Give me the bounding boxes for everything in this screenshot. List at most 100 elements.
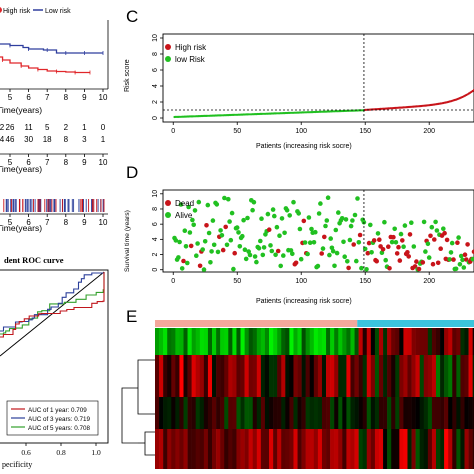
roc-xlabel: pecificity <box>2 460 32 469</box>
heatmap-cell <box>338 328 343 355</box>
heatmap-cell <box>163 429 168 469</box>
dead-point <box>232 250 237 256</box>
heatmap-cell <box>395 397 400 429</box>
tick-label: 6 <box>26 218 31 227</box>
alive-point <box>448 250 454 255</box>
heatmap-cell <box>358 328 363 355</box>
heatmap-cell <box>468 397 473 429</box>
alive-point <box>343 217 349 222</box>
heatmap-cell <box>374 355 380 397</box>
risk-score-xlabel: Patients (increasing risk socre) <box>256 143 352 150</box>
heatmap-cell <box>264 397 270 429</box>
heatmap-cell <box>313 429 319 469</box>
heatmap-cell <box>342 397 347 429</box>
heatmap-cell <box>207 397 213 429</box>
heatmap-cell <box>444 397 449 429</box>
heatmap-cell <box>350 355 355 397</box>
survival-xlabel: Patients (increasing risk socre) <box>256 298 352 305</box>
tick-label: 7 <box>45 218 50 227</box>
dead-point <box>346 265 351 271</box>
heatmap-cell <box>435 397 441 429</box>
dead-point <box>407 232 413 237</box>
heatmap-cell <box>244 355 249 397</box>
dead-point <box>275 248 281 254</box>
km-plot: 5 6 7 8 9 10 Time(years) <box>0 20 109 115</box>
heatmap-cell <box>321 429 327 469</box>
heatmap-cell <box>330 397 335 429</box>
alive-point <box>272 213 277 219</box>
alive-point <box>279 216 285 221</box>
heatmap-cell <box>431 328 437 355</box>
alive-point <box>382 219 387 225</box>
heatmap-cell <box>285 328 290 355</box>
heatmap-cell <box>366 397 372 429</box>
alive-point <box>281 253 286 258</box>
alive-point <box>284 208 290 213</box>
heatmap-cell <box>378 429 384 469</box>
km-legend: High risk Low risk <box>0 7 71 15</box>
heatmap-cell <box>199 355 205 397</box>
dead-point <box>391 234 396 240</box>
heatmap-cell <box>175 355 180 397</box>
risk-table-cell: 8 <box>64 135 69 144</box>
tick-label: 5 <box>8 158 13 167</box>
heatmap-cell <box>297 355 302 397</box>
dead-point <box>420 260 426 265</box>
heatmap-cell <box>472 397 474 429</box>
dead-point <box>374 258 380 264</box>
risk-table-cell: 5 <box>45 123 50 132</box>
heatmap-cell <box>256 355 262 397</box>
heatmap-cell <box>224 355 229 397</box>
roc-curve-5-years <box>0 272 105 335</box>
heatmap-cell <box>317 328 323 355</box>
heatmap-cell <box>452 328 457 355</box>
alive-point <box>227 219 232 224</box>
heatmap-cell <box>313 355 319 397</box>
heatmap-cell <box>464 429 469 469</box>
alive-point <box>359 265 364 271</box>
heatmap-cell <box>236 355 241 397</box>
heatmap-cell <box>378 397 384 429</box>
dead-point <box>181 258 186 264</box>
heatmap-cell <box>163 328 168 355</box>
alive-point <box>259 216 264 221</box>
alive-point <box>429 224 435 230</box>
alive-point <box>269 248 275 254</box>
heatmap-cell <box>195 397 201 429</box>
heatmap-cell <box>305 429 311 469</box>
heatmap-cell <box>187 328 192 355</box>
heatmap-cell <box>203 397 209 429</box>
heatmap-cell <box>313 397 319 429</box>
heatmap-cell <box>334 328 339 355</box>
heatmap-cell <box>383 429 388 469</box>
heatmap-cell <box>187 355 192 397</box>
alive-point <box>320 246 326 251</box>
alive-point <box>356 240 362 245</box>
alive-point <box>215 249 221 255</box>
heatmap-cell <box>167 397 172 429</box>
dead-point <box>438 246 444 251</box>
heatmap-cell <box>244 429 249 469</box>
alive-point <box>231 266 236 272</box>
heatmap-cell <box>387 355 392 397</box>
heatmap-cell <box>212 328 217 355</box>
heatmap-cell <box>212 429 217 469</box>
tick-label: 7 <box>45 158 50 167</box>
alive-point <box>261 245 267 250</box>
heatmap-cell <box>407 355 412 397</box>
heatmap-cell <box>212 355 217 397</box>
alive-point <box>298 256 304 262</box>
heatmap-cell <box>240 397 245 429</box>
dead-point <box>400 238 405 243</box>
heatmap-cell <box>452 355 457 397</box>
alive-point <box>282 230 287 236</box>
tick-label: 10 <box>99 158 108 167</box>
alive-point <box>426 255 432 260</box>
alive-point <box>209 249 214 254</box>
alive-point <box>453 266 459 272</box>
heatmap-cell <box>419 328 425 355</box>
heatmap-cell <box>199 397 205 429</box>
heatmap-cell <box>293 328 298 355</box>
heatmap-cell <box>220 328 225 355</box>
heatmap-cell <box>387 328 392 355</box>
